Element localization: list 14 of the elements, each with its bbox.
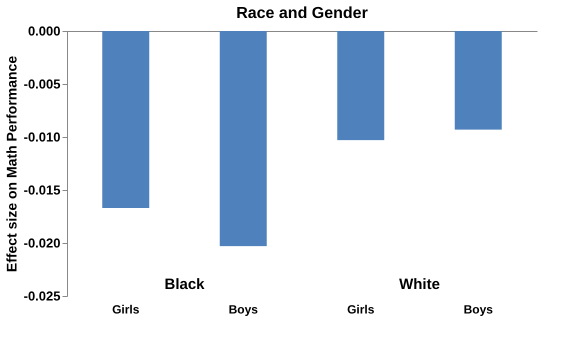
annotation: Black (164, 276, 206, 293)
x-tick-label: Boys (464, 302, 494, 316)
y-tick-label: 0.000 (28, 24, 60, 38)
x-tick-label: Girls (347, 302, 375, 316)
x-tick-label: Girls (112, 302, 140, 316)
y-tick-label: -0.010 (24, 130, 60, 144)
annotation: White (399, 276, 440, 293)
y-tick-label: -0.005 (24, 76, 60, 92)
y-tick-label: -0.025 (24, 288, 60, 304)
y-tick-label: -0.020 (24, 236, 60, 250)
chart-title: Race and Gender (236, 5, 368, 22)
y-axis-title: Effect size on Math Performance (4, 56, 20, 272)
y-tick-label: -0.015 (24, 182, 60, 198)
x-tick-label: Boys (228, 302, 258, 316)
